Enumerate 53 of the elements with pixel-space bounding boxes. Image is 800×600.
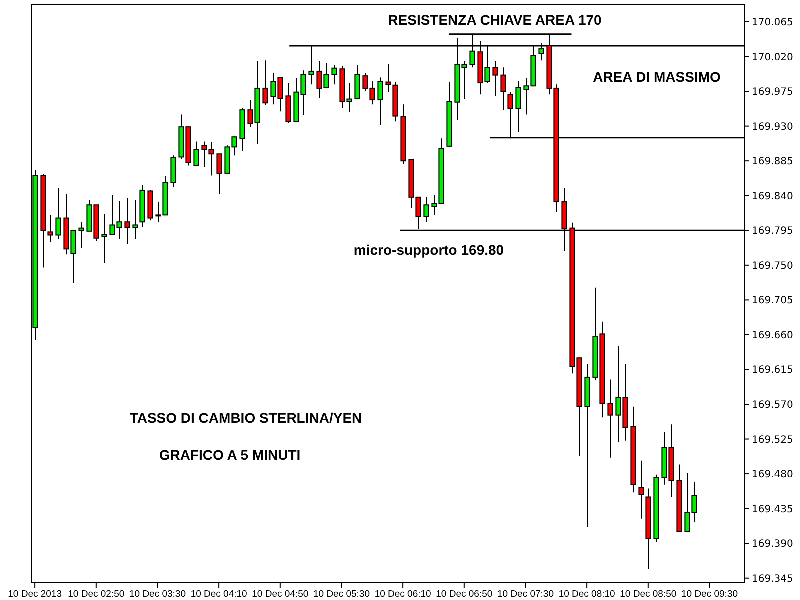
candlestick [262,60,268,106]
x-tick-label: 10 Dec 04:50 [252,589,309,600]
y-tick-label: 169.705 [752,296,794,307]
x-tick-label: 10 Dec 03:30 [129,589,186,600]
y-tick-label: 169.390 [752,539,794,550]
candlestick [354,64,360,99]
candlestick [386,64,392,93]
candlestick [424,196,430,223]
y-tick-label: 169.885 [752,156,794,168]
y-tick-label: 169.435 [752,504,794,516]
y-tick-label: 170.065 [752,18,794,28]
y-tick-label: 169.975 [752,87,794,98]
annotation: TASSO DI CAMBIO STERLINA/YEN [130,410,362,426]
candlestick [608,379,614,458]
candlestick [102,214,108,264]
candlestick [78,222,84,249]
y-tick-label: 169.345 [752,574,794,585]
y-tick-label: 169.750 [752,260,794,272]
annotation: micro-supporto 169.80 [354,242,504,258]
candlestick [500,67,506,111]
y-tick-label: 169.660 [752,330,794,342]
x-tick-label: 10 Dec 05:30 [313,589,370,600]
candlestick [216,154,222,195]
candlestick [124,198,130,246]
y-tick-label: 169.570 [752,400,794,411]
x-tick-label: 10 Dec 09:30 [681,589,738,600]
candlestick [638,460,644,520]
x-tick-label: 10 Dec 2013 [8,589,62,600]
x-tick-label: 10 Dec 02:50 [68,589,125,600]
x-tick-label: 10 Dec 04:10 [190,589,248,600]
y-tick-label: 169.615 [752,365,794,376]
candlestick [132,200,138,240]
x-tick-label: 10 Dec 07:30 [497,589,554,600]
candlestick [48,214,54,243]
candlestick [56,188,62,240]
y-tick-label: 170.020 [752,52,794,64]
x-tick-label: 10 Dec 06:50 [436,589,493,600]
y-tick-label: 169.480 [752,470,794,481]
candlestick [332,64,338,86]
y-tick-label: 169.930 [752,122,794,133]
x-tick-label: 10 Dec 06:10 [374,589,432,600]
annotation: GRAFICO A 5 MINUTI [159,446,301,463]
y-tick-label: 169.795 [752,226,794,238]
annotation: RESISTENZA CHIAVE AREA 170 [388,12,602,28]
annotation: AREA DI MASSIMO [593,68,722,85]
y-tick-label: 169.525 [752,434,794,446]
y-tick-label: 169.840 [752,191,794,202]
x-tick-label: 10 Dec 08:10 [558,589,616,600]
candlestick [516,81,522,133]
candlestick [194,141,200,166]
x-tick-label: 10 Dec 08:50 [620,589,677,600]
candlestick [378,77,384,126]
candlestick [492,60,498,97]
